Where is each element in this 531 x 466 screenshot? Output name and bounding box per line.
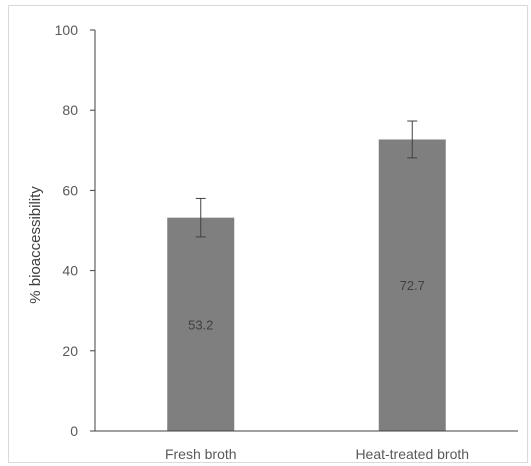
- y-tick-label: 40: [62, 263, 78, 279]
- y-axis-title: % bioaccessibility: [27, 186, 44, 304]
- bar-data-label: 72.7: [400, 278, 425, 293]
- bar: [167, 217, 235, 431]
- y-tick-label: 0: [70, 423, 78, 439]
- bar-data-label: 53.2: [188, 317, 213, 332]
- data-labels-group: 53.2 72.7: [188, 278, 425, 332]
- y-tick-label: 20: [62, 343, 78, 359]
- y-tick-label: 100: [55, 22, 79, 38]
- y-tick-label: 80: [62, 102, 78, 118]
- y-axis-ticks: 0 20 40 60 80 100: [55, 22, 95, 439]
- y-tick-label: 60: [62, 182, 78, 198]
- x-category-label: Fresh broth: [165, 446, 237, 462]
- error-bars-group: [195, 120, 418, 238]
- bars-group: [167, 139, 446, 431]
- bar: [378, 139, 446, 431]
- category-labels-group: Fresh broth Heat-treated broth: [165, 446, 469, 462]
- x-category-label: Heat-treated broth: [355, 446, 469, 462]
